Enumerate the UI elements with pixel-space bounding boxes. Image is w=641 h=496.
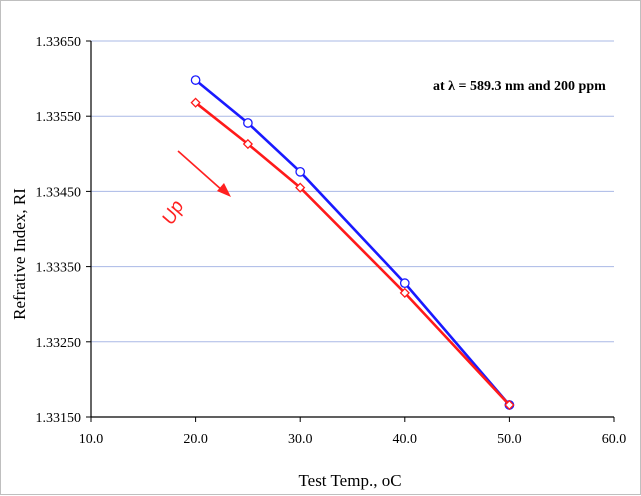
x-tick-label-10.0: 10.0 [79,432,104,447]
y-tick-label-1.33450: 1.33450 [36,185,82,200]
x-tick-label-20.0: 20.0 [183,432,208,447]
chart-annotation: at λ = 589.3 nm and 200 ppm [433,79,606,94]
series-0-point-2 [295,166,306,177]
y-tick-label-1.33550: 1.33550 [36,110,82,125]
y-tick-label-1.33250: 1.33250 [36,336,82,351]
series-0 [190,75,515,410]
x-tick-labels: 10.0 20.0 30.0 40.0 50.0 60.0 [79,432,627,447]
series-1-point-3 [399,287,410,299]
x-tick-label-30.0: 30.0 [288,432,313,447]
series-1-point-4 [504,399,515,411]
series-0-point-0 [190,75,201,85]
y-tick-label-1.33350: 1.33350 [36,261,82,276]
arrow-label: Up [158,197,188,229]
y-tick-label-1.33650: 1.33650 [36,35,82,50]
x-tick-label-60.0: 60.0 [602,432,627,447]
x-axis-title: Test Temp., oC [298,471,401,490]
trend-arrow-head [217,183,231,197]
axes [86,40,615,422]
y-tick-labels: 1.33150 1.33250 1.33350 1.33450 1.33550 1.336… [36,35,82,426]
series-0-point-1 [243,118,253,128]
series-1 [190,97,515,411]
y-axis-title: Refrative Index, RI [10,188,29,320]
series-1-point-1 [242,138,254,150]
x-tick-label-40.0: 40.0 [393,432,418,447]
y-tick-label-1.33150: 1.33150 [36,411,82,426]
series-0-point-3 [399,278,410,288]
grid-lines [91,40,614,343]
x-tick-label-50.0: 50.0 [497,432,522,447]
series-1-point-0 [190,97,201,108]
series-1-point-2 [295,182,306,193]
trend-arrow [177,150,231,197]
trend-arrow-line [177,150,224,192]
data-series [190,75,515,411]
series-line-1 [194,101,511,406]
